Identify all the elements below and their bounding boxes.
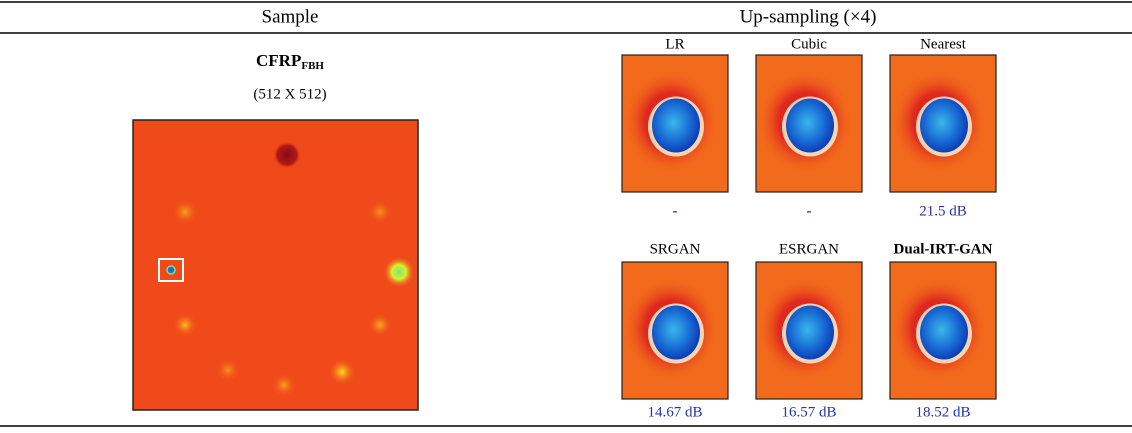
method-metric: -	[673, 203, 678, 219]
method-metric: 14.67 dB	[647, 404, 702, 420]
method-label: Dual-IRT-GAN	[894, 241, 993, 257]
method-metric: 21.5 dB	[919, 203, 967, 219]
method-image	[755, 54, 863, 193]
image-core	[652, 305, 700, 360]
method-label: ESRGAN	[779, 241, 839, 257]
method-metric: 16.57 dB	[781, 404, 836, 420]
sample-name: CFRP	[256, 51, 301, 70]
image-core	[786, 305, 834, 360]
method-image	[755, 261, 863, 400]
method-image	[889, 54, 997, 193]
column-header: Sample	[262, 6, 319, 27]
method-label: LR	[665, 36, 684, 52]
method-image	[621, 54, 729, 193]
method-metric: -	[807, 203, 812, 219]
sample-image	[132, 119, 419, 411]
sample-title: CFRPFBH	[256, 51, 324, 72]
method-label: Nearest	[920, 36, 967, 52]
sample-size: (512 X 512)	[253, 86, 326, 102]
method-image	[621, 261, 729, 400]
image-core	[920, 305, 968, 360]
column-header: Up-sampling (×4)	[740, 6, 877, 27]
image-core	[786, 98, 834, 153]
method-label: Cubic	[791, 36, 827, 52]
panel-grid: LR - Cubic - Nearest 21.5 dB SRGAN 14.67 dB ESRG…	[621, 36, 997, 420]
sample-subscript: FBH	[301, 60, 324, 72]
method-metric: 18.52 dB	[915, 404, 970, 420]
method-label: SRGAN	[650, 241, 701, 257]
image-core	[920, 98, 968, 153]
image-core	[652, 98, 700, 153]
method-image	[889, 261, 997, 400]
